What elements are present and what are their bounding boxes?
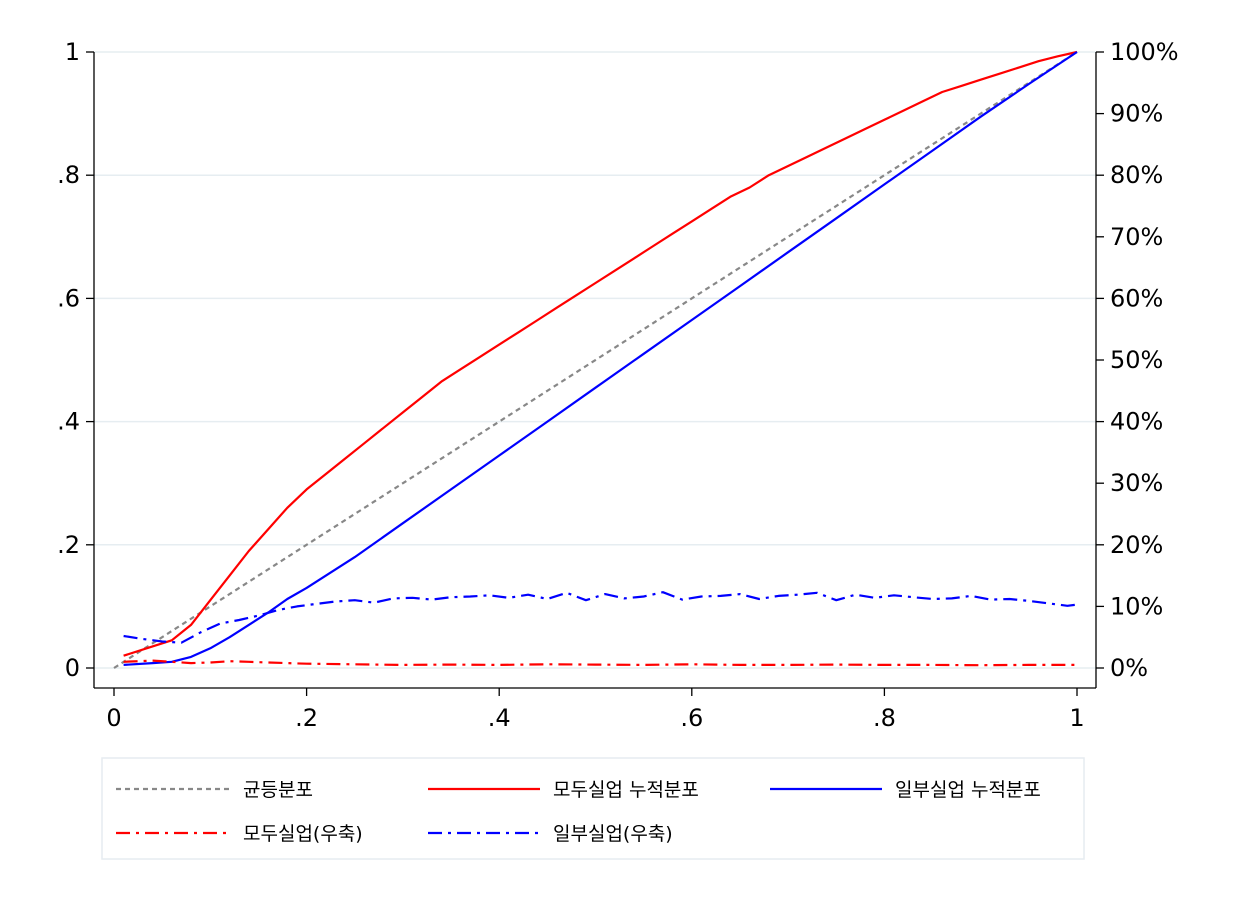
y-tick-label: 0: [65, 654, 80, 682]
series-line-4: [123, 659, 1077, 667]
y-tick-label: 1: [65, 38, 80, 66]
y2-tick-label: 70%: [1110, 223, 1163, 251]
gridlines: [94, 51, 1096, 669]
y-tick-label: .4: [57, 408, 80, 436]
y-tick-label: .8: [57, 161, 80, 189]
series-line-5: [123, 591, 1078, 644]
series-group: [113, 50, 1078, 669]
y2-tick-label: 60%: [1110, 284, 1163, 312]
axes: 0.2.4.6.810%10%20%30%40%50%60%70%80%90%1…: [57, 38, 1179, 732]
y2-tick-label: 90%: [1110, 100, 1163, 128]
series-line-3: [123, 51, 1078, 666]
series-line-2: [123, 50, 1078, 657]
legend-label-2: 모두실업 누적분포: [553, 779, 699, 801]
y2-tick-label: 20%: [1110, 531, 1163, 559]
x-tick-label: .2: [295, 704, 318, 732]
series-line-1: [113, 51, 1078, 669]
y-tick-label: .6: [57, 284, 80, 312]
y2-tick-label: 100%: [1110, 38, 1179, 66]
y2-tick-label: 0%: [1110, 654, 1148, 682]
legend-label-5: 일부실업(우축): [553, 823, 673, 845]
x-tick-label: .4: [488, 704, 511, 732]
legend-label-4: 모두실업(우축): [243, 823, 363, 845]
y2-tick-label: 40%: [1110, 408, 1163, 436]
legend-label-3: 일부실업 누적분포: [895, 779, 1041, 801]
x-tick-label: 0: [106, 704, 121, 732]
y-tick-label: .2: [57, 531, 80, 559]
x-tick-label: .8: [873, 704, 896, 732]
y2-tick-label: 30%: [1110, 469, 1163, 497]
x-tick-label: .6: [680, 704, 703, 732]
legend-box: [101, 757, 1085, 860]
x-tick-label: 1: [1069, 704, 1084, 732]
legend-label-1: 균등분포: [243, 779, 313, 801]
y2-tick-label: 80%: [1110, 161, 1163, 189]
y2-tick-label: 50%: [1110, 346, 1163, 374]
y2-tick-label: 10%: [1110, 592, 1163, 620]
